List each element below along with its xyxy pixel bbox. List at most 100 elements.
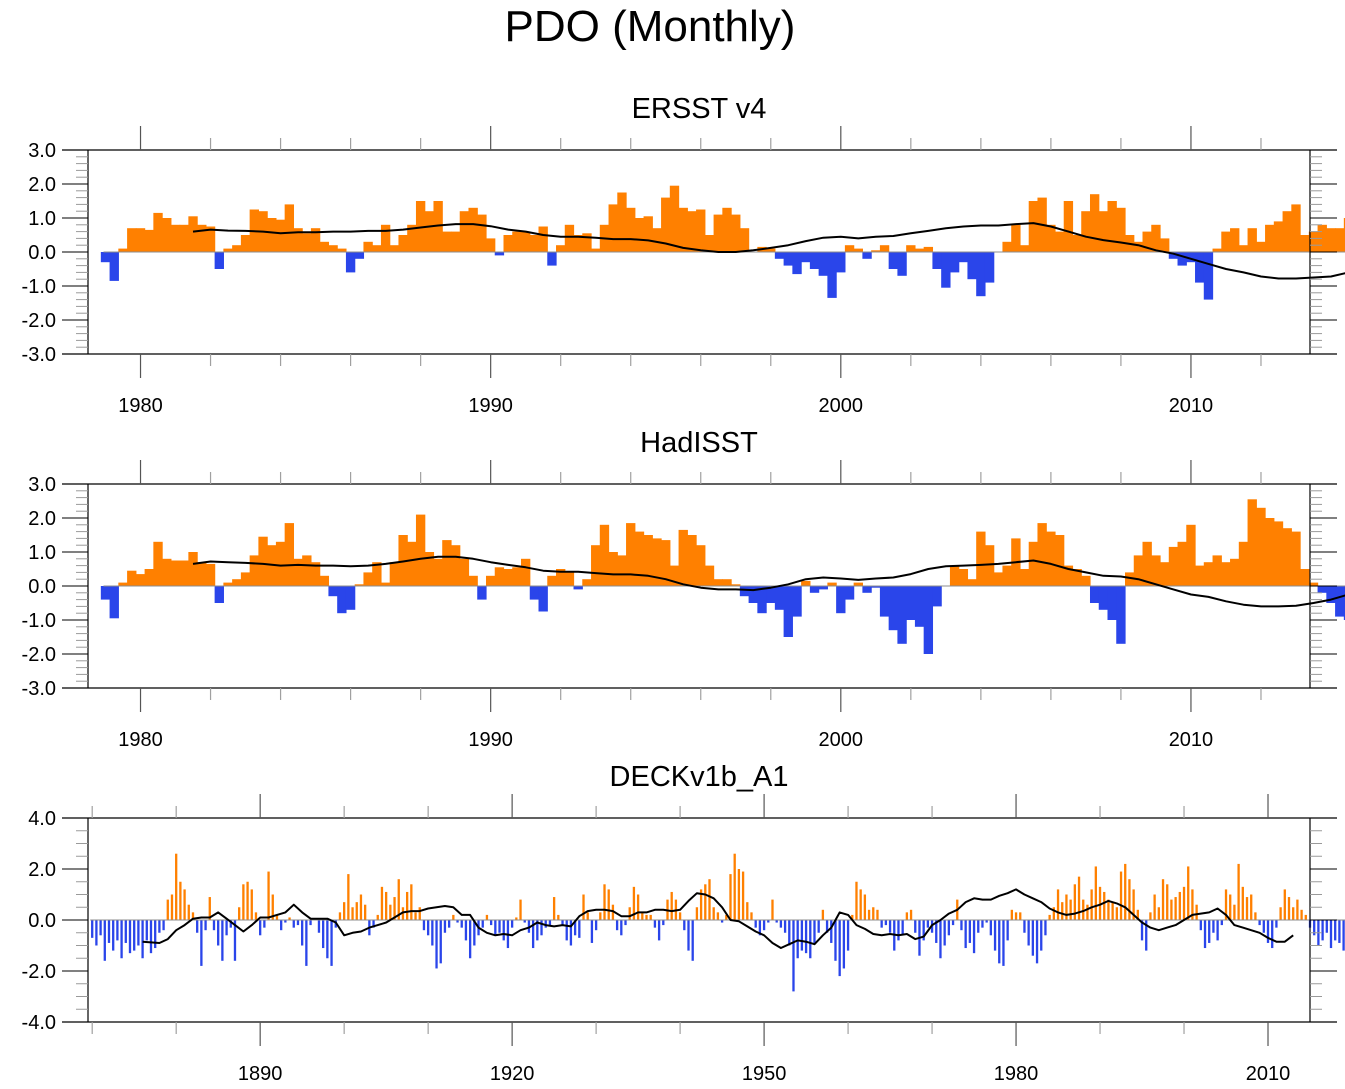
y-tick-label: 4.0 bbox=[28, 808, 56, 830]
positive-bar bbox=[704, 235, 715, 252]
negative-bar bbox=[233, 920, 237, 961]
positive-bar bbox=[1282, 528, 1292, 586]
positive-bar bbox=[1300, 569, 1310, 586]
negative-bar bbox=[225, 920, 228, 936]
positive-bar bbox=[1221, 562, 1231, 586]
negative-bar bbox=[923, 586, 934, 654]
y-tick-label: -3.0 bbox=[22, 678, 56, 700]
positive-bar bbox=[343, 902, 346, 920]
positive-bar bbox=[1019, 912, 1022, 920]
positive-bar bbox=[746, 902, 749, 920]
negative-bar bbox=[439, 920, 442, 964]
positive-bar bbox=[1061, 902, 1064, 920]
positive-bar bbox=[1237, 863, 1240, 920]
positive-bar bbox=[144, 569, 154, 586]
positive-bar bbox=[1082, 899, 1085, 920]
negative-bar bbox=[720, 920, 724, 923]
positive-bar bbox=[468, 207, 478, 252]
positive-bar bbox=[232, 579, 242, 586]
negative-bar bbox=[836, 586, 846, 614]
positive-bar bbox=[250, 889, 253, 920]
positive-bar bbox=[696, 545, 706, 586]
negative-bar bbox=[615, 920, 619, 931]
y-tick-label: 1.0 bbox=[28, 542, 56, 564]
y-tick-label: 0.0 bbox=[28, 242, 56, 264]
positive-bar bbox=[1308, 231, 1319, 252]
positive-bar bbox=[450, 231, 461, 252]
negative-bar bbox=[100, 586, 111, 600]
negative-bar bbox=[932, 586, 942, 607]
negative-bar bbox=[762, 920, 766, 931]
x-tick-label: 2000 bbox=[819, 729, 864, 751]
negative-bar bbox=[897, 252, 907, 276]
positive-bar bbox=[1151, 555, 1161, 586]
negative-bar bbox=[906, 586, 916, 620]
negative-bar bbox=[502, 920, 505, 941]
positive-bar bbox=[678, 207, 688, 252]
negative-bar bbox=[330, 920, 333, 966]
positive-bar bbox=[1233, 904, 1236, 920]
positive-bar bbox=[197, 562, 207, 586]
positive-bar bbox=[976, 531, 986, 586]
positive-bar bbox=[876, 909, 879, 920]
negative-bar bbox=[217, 920, 220, 946]
positive-bar bbox=[661, 197, 671, 252]
y-tick-label: 0.0 bbox=[28, 910, 56, 932]
positive-bar bbox=[678, 912, 682, 920]
positive-bar bbox=[1256, 241, 1266, 252]
negative-bar bbox=[683, 920, 686, 931]
negative-bar bbox=[296, 920, 300, 926]
panel-3: DECKv1b_A1 -4.0 -2.0 0.0 2.0 4.0 1890 1920 1950 1… bbox=[22, 761, 1345, 1085]
positive-bar bbox=[729, 874, 732, 920]
negative-bar bbox=[922, 920, 925, 941]
positive-bar bbox=[591, 545, 601, 586]
positive-bar bbox=[1090, 889, 1093, 920]
positive-bar bbox=[376, 914, 379, 920]
positive-bar bbox=[1073, 884, 1076, 920]
positive-bar bbox=[628, 907, 631, 920]
positive-bar bbox=[1178, 891, 1181, 920]
positive-bar bbox=[258, 536, 268, 586]
positive-bar bbox=[564, 224, 575, 252]
positive-bar bbox=[337, 248, 347, 252]
positive-bar bbox=[669, 185, 680, 252]
positive-bar bbox=[118, 582, 128, 586]
x-tick-label: 1920 bbox=[490, 1063, 535, 1085]
y-tick-label: -1.0 bbox=[22, 610, 56, 632]
positive-bar bbox=[634, 218, 645, 252]
positive-bar bbox=[238, 907, 241, 920]
negative-bar bbox=[935, 920, 938, 943]
negative-bar bbox=[932, 252, 942, 269]
negative-bar bbox=[783, 586, 793, 637]
positive-bar bbox=[607, 889, 610, 920]
positive-bar bbox=[1292, 907, 1295, 920]
panel-2: HadISST -3.0 -2.0 -1.0 0.0 1.0 2.0 3.0 1980 1990 2… bbox=[22, 427, 1345, 751]
negative-bar bbox=[977, 920, 980, 933]
positive-bar bbox=[183, 889, 186, 920]
positive-bar bbox=[187, 904, 190, 920]
positive-bar bbox=[503, 235, 513, 252]
negative-bar bbox=[939, 920, 942, 959]
positive-bar bbox=[363, 904, 367, 920]
negative-bar bbox=[862, 252, 872, 259]
positive-bar bbox=[1054, 535, 1065, 586]
positive-bar bbox=[1283, 889, 1286, 920]
negative-bar bbox=[200, 920, 203, 966]
positive-bar bbox=[166, 899, 169, 920]
positive-bar bbox=[608, 204, 618, 252]
negative-bar bbox=[1027, 920, 1030, 946]
negative-bar bbox=[95, 920, 98, 946]
negative-bar bbox=[967, 252, 977, 280]
positive-bar bbox=[1247, 499, 1257, 586]
negative-bar bbox=[426, 920, 430, 936]
positive-bar bbox=[1002, 565, 1012, 586]
negative-bar bbox=[116, 920, 119, 941]
positive-bar bbox=[1182, 886, 1186, 920]
positive-bar bbox=[153, 541, 163, 586]
positive-bar bbox=[354, 584, 365, 586]
positive-bar bbox=[1116, 207, 1126, 252]
positive-bar bbox=[205, 226, 216, 252]
positive-bar bbox=[1186, 524, 1196, 586]
negative-bar bbox=[836, 252, 846, 273]
negative-bar bbox=[818, 252, 828, 276]
